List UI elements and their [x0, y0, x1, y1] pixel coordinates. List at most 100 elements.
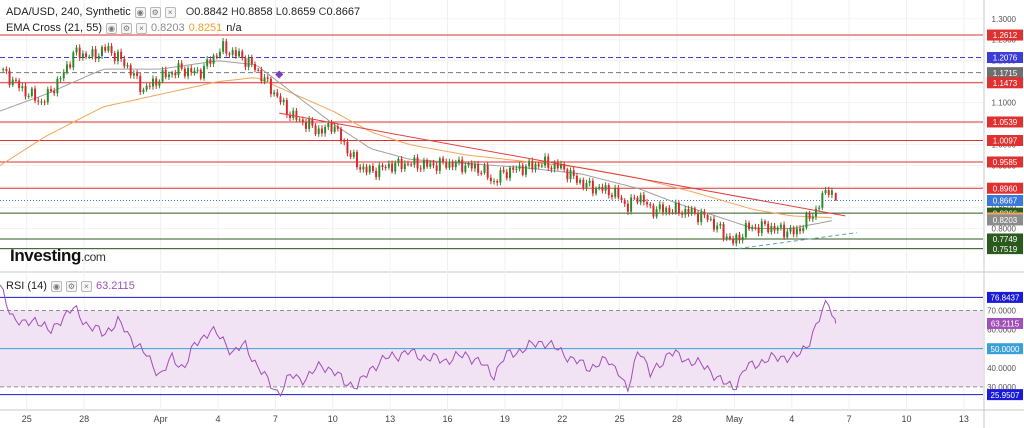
high-value: 0.8858: [238, 6, 273, 18]
symbol-title: ADA/USD, 240, Synthetic: [6, 6, 131, 18]
candle-body: [333, 126, 336, 132]
candle-body: [642, 195, 645, 203]
rising-support-line: [738, 232, 857, 250]
logo-main-text: Investing: [10, 246, 82, 265]
candle-body: [531, 160, 534, 170]
candle-body: [222, 41, 225, 52]
close-icon[interactable]: ×: [135, 22, 147, 34]
candle-body: [142, 89, 145, 93]
candle-body: [282, 100, 285, 103]
candle-body: [442, 158, 445, 162]
candle-body: [273, 92, 276, 95]
candle-body: [706, 214, 709, 220]
price-tick-label: 0.8000: [992, 224, 1017, 233]
candle-body: [11, 79, 14, 86]
settings-icon[interactable]: ⚙: [65, 280, 77, 292]
candle-body: [649, 204, 652, 206]
settings-icon[interactable]: ⚙: [120, 22, 132, 34]
x-tick-label: 7: [273, 414, 278, 424]
candle-body: [429, 163, 432, 167]
x-tick-label: 25: [22, 414, 32, 424]
x-tick-label: 7: [847, 414, 852, 424]
candle-body: [674, 202, 677, 213]
candle-body: [725, 236, 728, 239]
open-value: 0.8842: [194, 6, 228, 18]
x-tick-label: 16: [443, 414, 453, 424]
candle-body: [646, 202, 649, 205]
candle-body: [738, 234, 741, 241]
candle-body: [716, 225, 719, 230]
candle-body: [524, 166, 527, 175]
candle-body: [789, 227, 792, 232]
candle-body: [493, 181, 496, 183]
price-tag-bg: [987, 77, 1023, 89]
candle-body: [145, 85, 148, 90]
candle-body: [34, 88, 37, 101]
candle-body: [206, 59, 209, 67]
candle-body: [85, 53, 88, 58]
candle-body: [327, 122, 330, 128]
price-tick-label: 1.1000: [992, 99, 1017, 108]
x-tick-label: 10: [328, 414, 338, 424]
x-tick-label: 22: [557, 414, 567, 424]
candle-body: [40, 101, 43, 103]
ema-cross-marker: [275, 70, 284, 79]
price-tag-bg: [987, 116, 1023, 128]
candle-body: [349, 153, 352, 157]
rsi-line: [0, 284, 837, 398]
candle-body: [703, 211, 706, 215]
eye-icon[interactable]: ◉: [50, 280, 62, 292]
candle-body: [661, 204, 664, 213]
candle-body: [190, 68, 193, 73]
candle-body: [238, 51, 241, 57]
candle-body: [120, 51, 123, 60]
candle-body: [387, 163, 390, 168]
candle-body: [499, 170, 502, 183]
candle-body: [489, 177, 492, 182]
candle-body: [158, 81, 161, 86]
candle-body: [215, 55, 218, 57]
candle-body: [805, 213, 808, 228]
candle-body: [470, 163, 473, 169]
x-tick-label: 28: [79, 414, 89, 424]
candle-body: [814, 208, 817, 217]
candle-body: [43, 101, 46, 103]
candle-body: [445, 161, 448, 168]
candle-body: [27, 95, 30, 97]
x-tick-label: 25: [615, 414, 625, 424]
candle-body: [623, 200, 626, 204]
candle-body: [171, 72, 174, 75]
candle-body: [748, 223, 751, 230]
candle-body: [18, 80, 21, 89]
settings-icon[interactable]: ⚙: [149, 6, 161, 18]
candle-body: [266, 77, 269, 79]
rsi-level-tag-bg: [987, 389, 1023, 401]
candle-body: [5, 69, 8, 71]
candle-body: [505, 171, 508, 179]
candle-body: [416, 157, 419, 169]
close-icon[interactable]: ×: [80, 280, 92, 292]
candle-body: [811, 216, 814, 219]
candle-body: [50, 89, 52, 92]
candle-body: [59, 78, 62, 80]
price-tag-label: 1.2076: [993, 54, 1018, 63]
close-icon[interactable]: ×: [164, 6, 176, 18]
price-tag-bg: [987, 214, 1023, 226]
candle-body: [515, 168, 518, 170]
eye-icon[interactable]: ◉: [134, 6, 146, 18]
candle-body: [572, 170, 575, 176]
price-tag-label: 0.8667: [993, 197, 1018, 206]
candle-body: [595, 188, 598, 194]
x-tick-label: Apr: [154, 414, 168, 424]
candle-body: [400, 158, 403, 169]
candle-body: [203, 66, 205, 79]
candle-body: [75, 47, 78, 53]
eye-icon[interactable]: ◉: [105, 22, 117, 34]
candle-body: [254, 63, 256, 70]
candle-body: [786, 231, 789, 238]
candle-body: [464, 165, 467, 172]
price-tag-label: 1.0539: [993, 118, 1018, 127]
candle-body: [754, 226, 757, 228]
candle-body: [540, 165, 543, 167]
